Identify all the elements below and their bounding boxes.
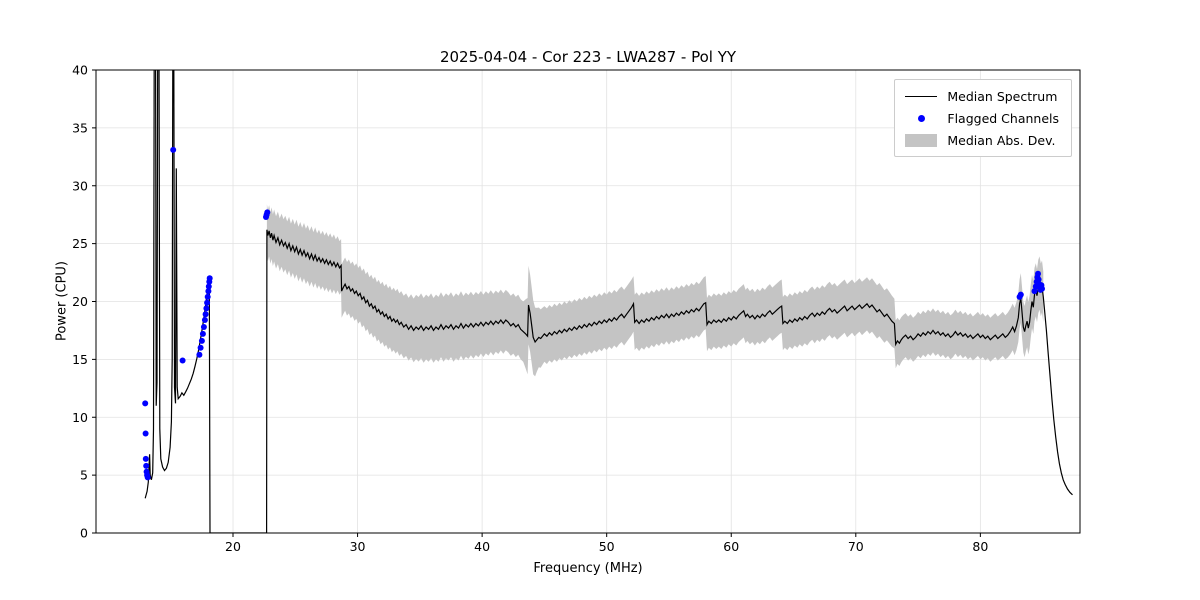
y-tick-label: 0 (80, 526, 88, 541)
x-axis-label: Frequency (MHz) (533, 561, 643, 576)
legend: Median Spectrum Flagged Channels Median … (894, 79, 1072, 157)
legend-patch-sample-wrap (905, 133, 938, 147)
y-tick-label: 25 (72, 236, 88, 251)
y-tick-label: 30 (72, 178, 88, 193)
y-tick-label: 40 (72, 63, 88, 78)
legend-item-median-spectrum: Median Spectrum (905, 88, 1059, 104)
x-tick-label: 40 (474, 539, 490, 554)
axis-tick-labels: 20 30 40 50 60 70 80 0 5 10 15 20 25 30 35 40 (72, 63, 988, 555)
legend-item-flagged-channels: Flagged Channels (905, 110, 1059, 126)
legend-item-median-abs-dev: Median Abs. Dev. (905, 132, 1059, 148)
y-tick-label: 35 (72, 120, 88, 135)
y-axis-label: Power (CPU) (54, 260, 70, 342)
legend-line-sample-wrap (905, 95, 938, 97)
y-tick-label: 15 (72, 352, 88, 367)
median-spectrum-line (144, 70, 1073, 533)
mad-patch-sample-icon (905, 133, 938, 147)
chart-title: 2025-04-04 - Cor 223 - LWA287 - Pol YY (439, 48, 737, 66)
legend-item-label: Flagged Channels (947, 110, 1059, 126)
y-tick-label: 10 (72, 410, 88, 425)
x-tick-label: 50 (599, 539, 615, 554)
x-tick-label: 30 (350, 539, 366, 554)
legend-dot-sample-wrap (905, 114, 937, 122)
x-tick-label: 60 (723, 539, 739, 554)
legend-item-label: Median Abs. Dev. (947, 132, 1056, 148)
x-tick-label: 20 (225, 539, 241, 554)
mad-band (266, 204, 1044, 377)
axis-ticks (92, 69, 981, 537)
x-tick-label: 70 (848, 539, 864, 554)
y-tick-label: 20 (72, 294, 88, 309)
legend-item-label: Median Spectrum (947, 88, 1058, 104)
y-tick-label: 5 (80, 468, 88, 483)
median-line-sample-icon (905, 95, 938, 97)
flagged-dot-sample-icon (917, 114, 925, 122)
flagged-channels-points (142, 146, 1045, 481)
x-tick-label: 80 (972, 539, 988, 554)
